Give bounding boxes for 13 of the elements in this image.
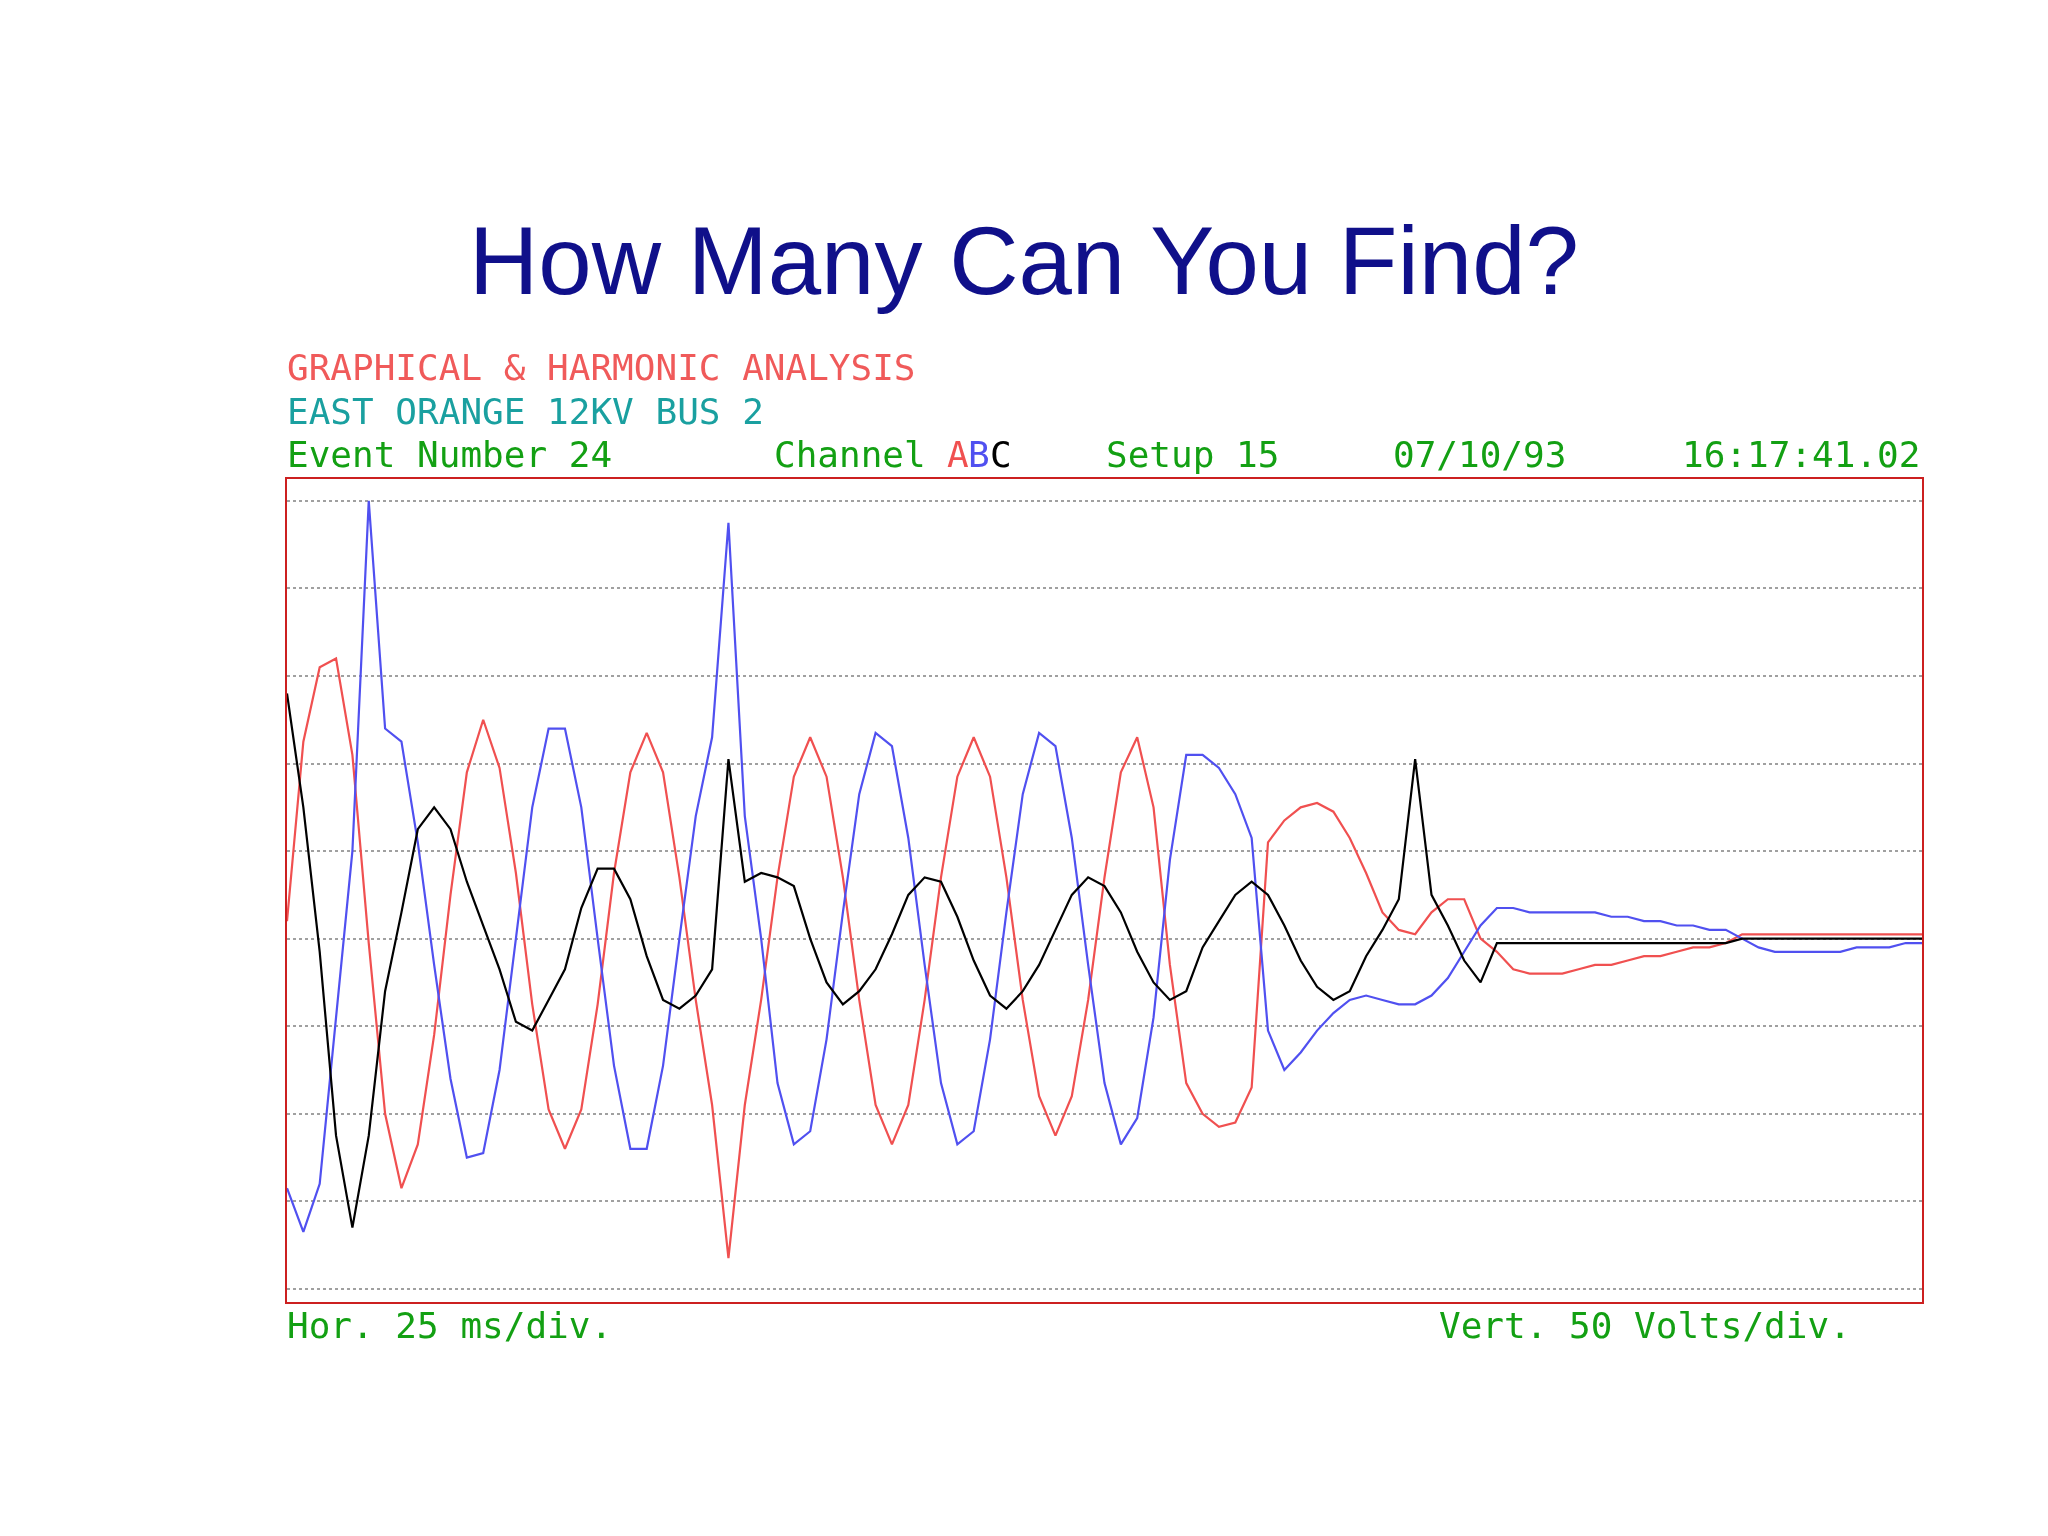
text: GRAPHICAL & HARMONIC ANALYSIS	[287, 347, 916, 388]
text: Channel	[774, 434, 926, 475]
text: EAST ORANGE 12KV BUS 2	[287, 391, 764, 432]
text: Vert. 50 Volts/div.	[1439, 1305, 1851, 1346]
text: 16:17:41.02	[1682, 434, 1921, 475]
text: C	[990, 434, 1012, 475]
text: 07/10/93	[1393, 434, 1567, 475]
chart-title: How Many Can You Find?	[469, 206, 1579, 314]
text: A	[947, 434, 969, 475]
text: Event Number 24	[287, 434, 613, 475]
text: Hor. 25 ms/div.	[287, 1305, 613, 1346]
text: B	[968, 434, 990, 475]
text: Setup 15	[1106, 434, 1280, 475]
